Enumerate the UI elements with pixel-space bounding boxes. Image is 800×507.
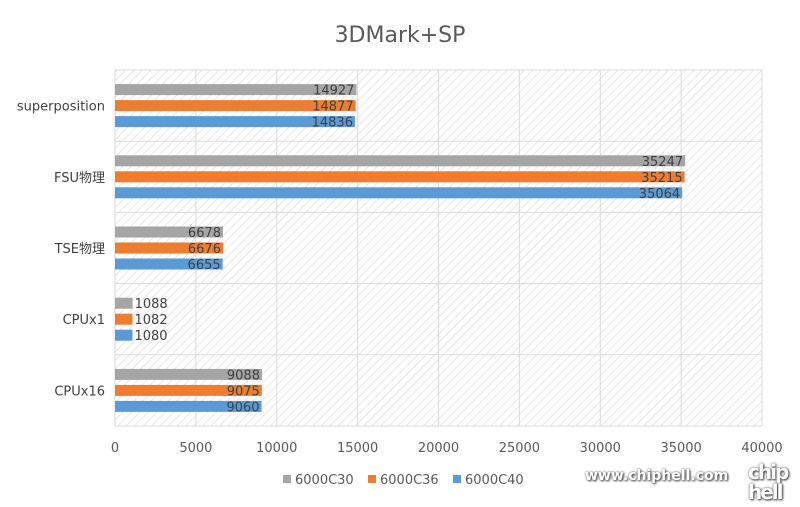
data-label: 1088 [135,297,168,312]
x-tick-label: 35000 [660,441,701,456]
bar-6000C36 [115,171,685,183]
bar-6000C40 [115,329,133,341]
data-label: 9088 [227,368,260,383]
bar-6000C30 [115,368,262,380]
data-label: 1082 [135,313,168,328]
x-tick-label: 15000 [337,441,378,456]
legend-swatch-6000C40 [453,475,461,483]
x-tick-label: 30000 [580,441,621,456]
x-tick-label: 5000 [179,441,212,456]
bar-6000C40 [115,187,683,199]
bar-6000C30 [115,155,686,167]
legend-label: 6000C40 [465,473,524,488]
bar-6000C36 [115,100,356,112]
data-label: 35247 [642,155,683,170]
x-tick-label: 25000 [499,441,540,456]
watermark-logo: chip hell [748,460,789,504]
data-label: 9060 [226,400,259,415]
category-label: TSE物理 [54,242,105,257]
data-label: 6676 [188,242,221,257]
legend-label: 6000C36 [380,473,439,488]
watermark-url: www.chiphell.com [585,468,729,484]
bar-6000C30 [115,297,133,309]
bar-6000C40 [115,400,262,412]
bar-6000C30 [115,84,357,96]
data-label: 14877 [312,100,353,115]
category-label: superposition [17,100,105,115]
bar-6000C36 [115,313,133,325]
x-tick-label: 20000 [418,441,459,456]
bar-6000C36 [115,242,223,254]
x-tick-label: 0 [111,441,119,456]
category-label: FSU物理 [54,171,105,186]
data-label: 1080 [134,329,167,344]
data-label: 6678 [188,226,221,241]
bar-6000C36 [115,384,262,396]
data-label: 35064 [639,187,680,202]
bar-6000C30 [115,226,224,238]
data-label: 35215 [641,171,682,186]
category-label: CPUx1 [63,313,105,328]
x-tick-label: 40000 [741,441,782,456]
data-label: 6655 [188,258,221,273]
legend-swatch-6000C30 [283,475,291,483]
legend-label: 6000C30 [295,473,354,488]
chart-title: 3DMark+SP [335,23,466,48]
x-tick-label: 10000 [256,441,297,456]
data-label: 14836 [312,116,353,131]
data-label: 9075 [227,384,260,399]
data-label: 14927 [313,84,354,99]
legend-swatch-6000C36 [368,475,376,483]
bar-6000C40 [115,258,223,270]
bar-6000C40 [115,116,355,128]
category-label: CPUx16 [54,384,105,399]
